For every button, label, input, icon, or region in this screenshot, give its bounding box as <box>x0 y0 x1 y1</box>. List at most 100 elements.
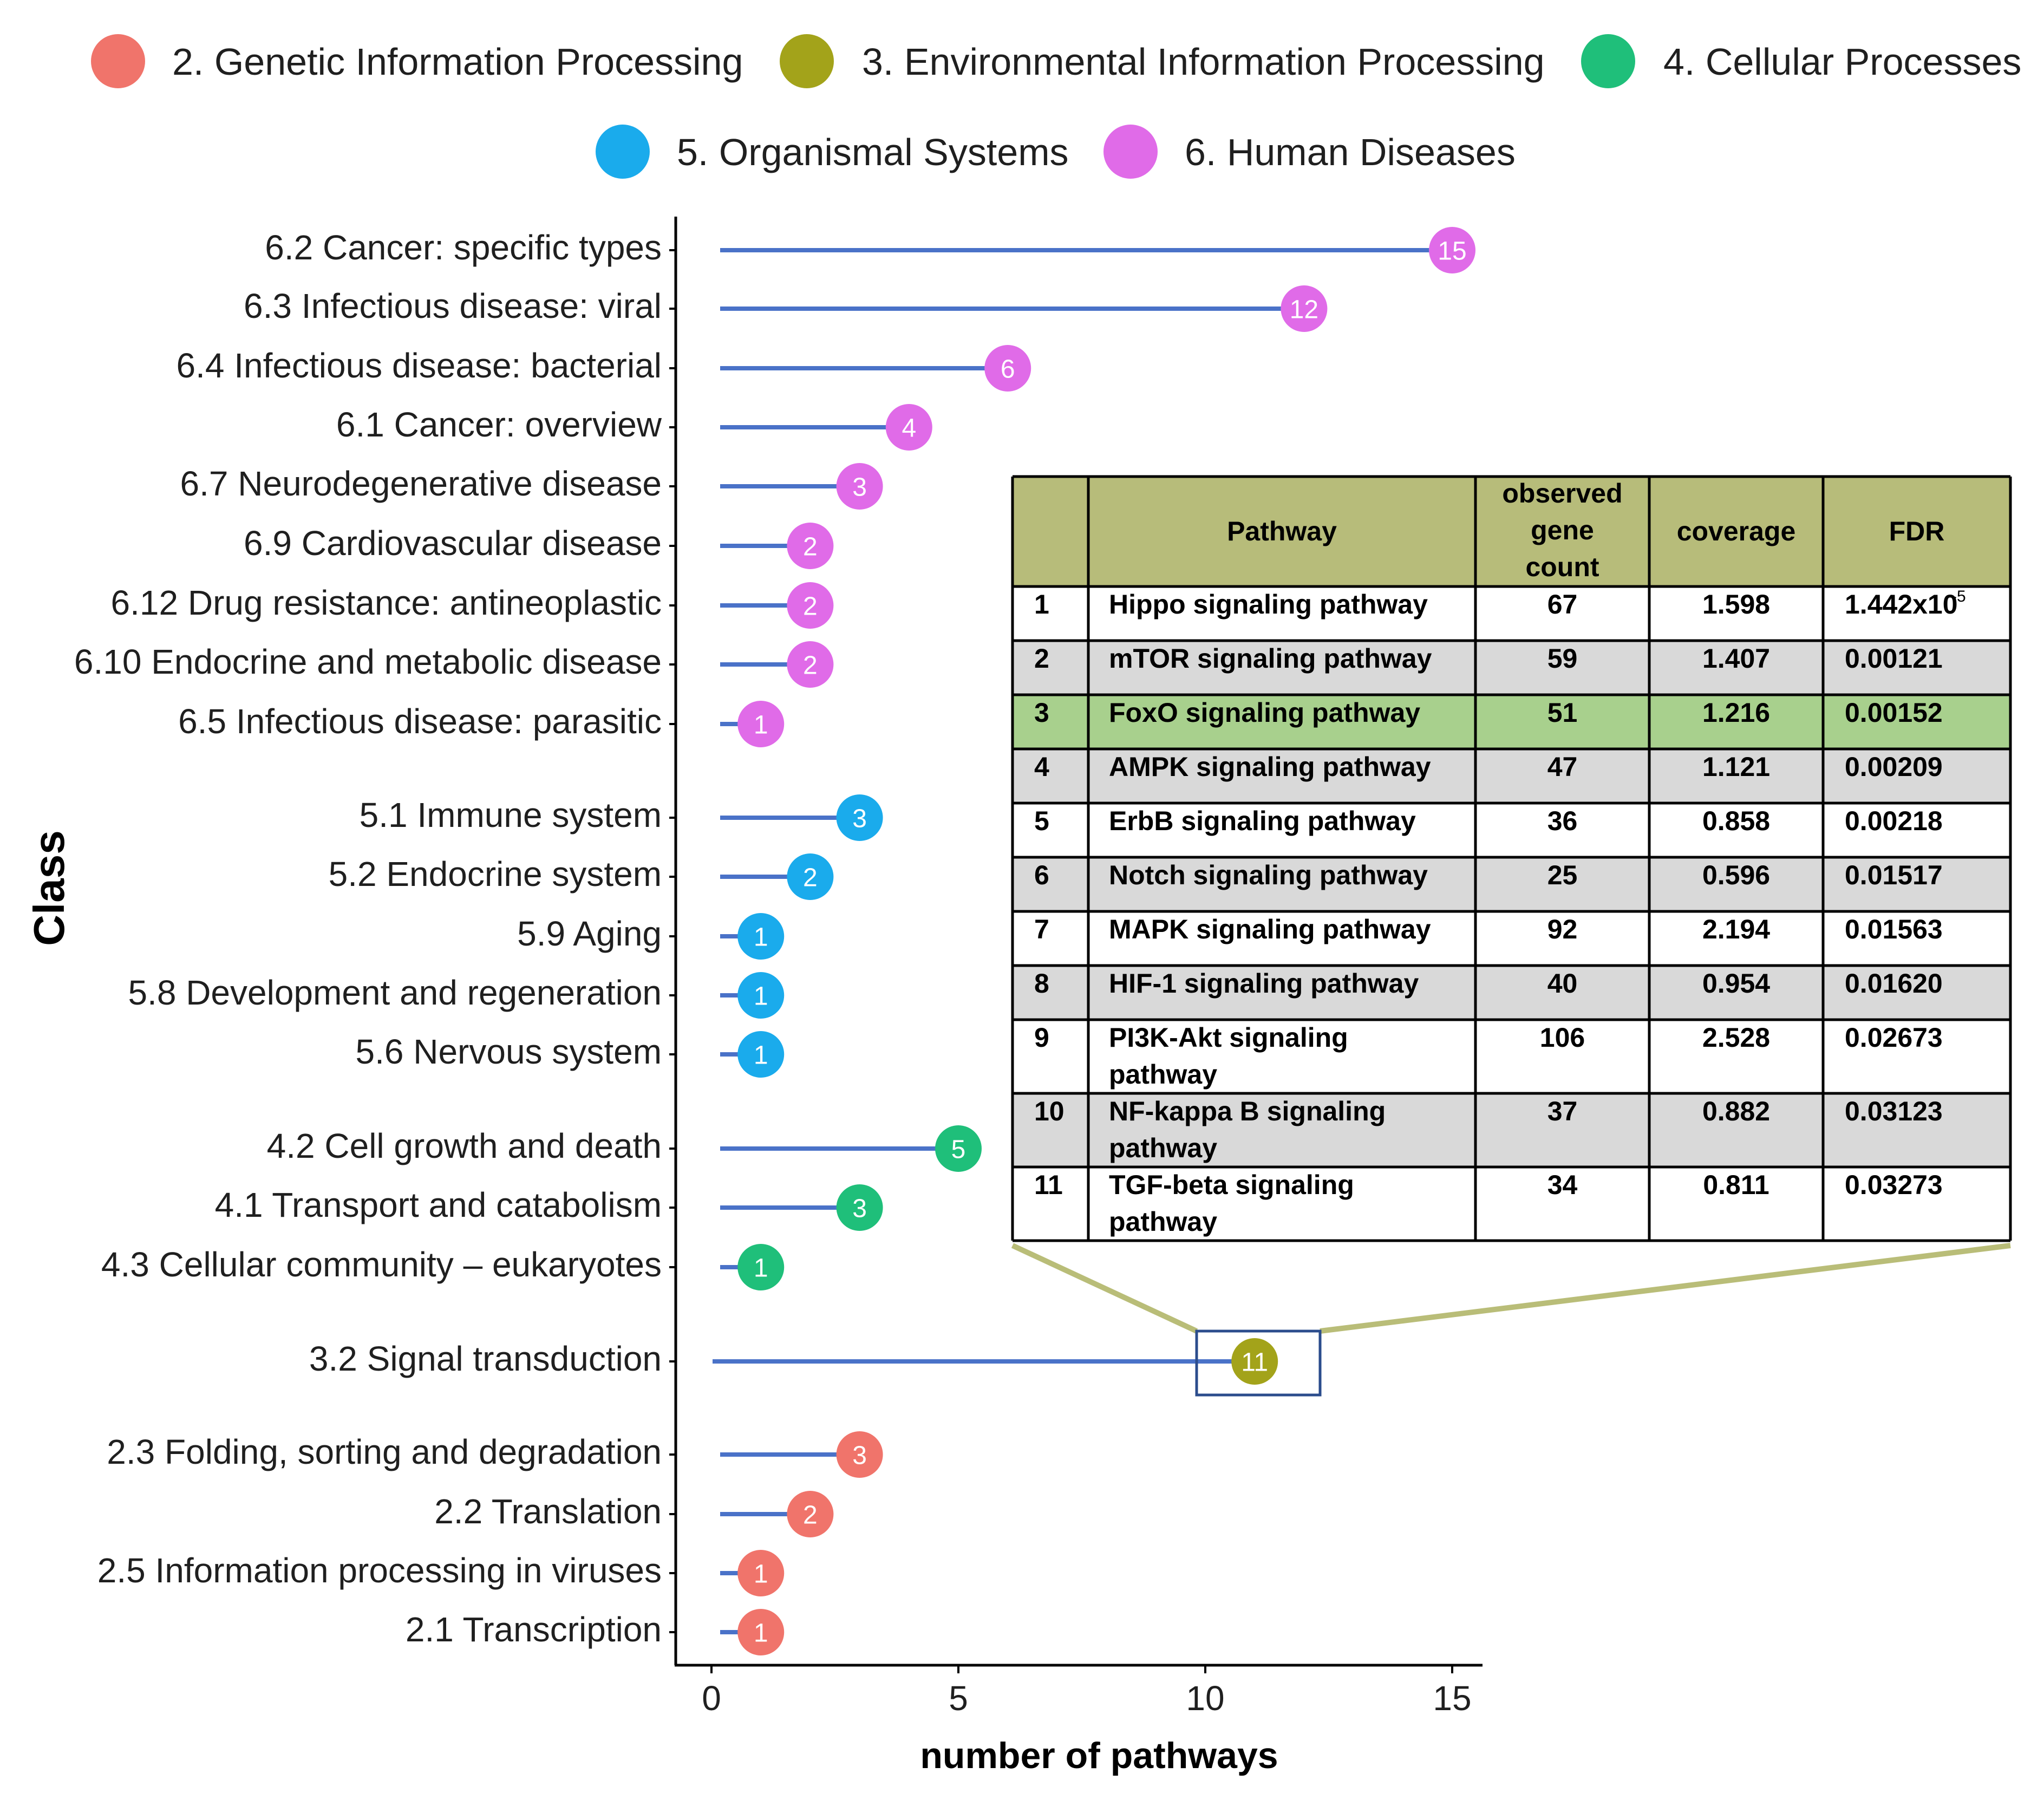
table-cell-index: 7 <box>1034 914 1049 944</box>
table-cell-count: 47 <box>1547 752 1578 782</box>
x-tick-label: 5 <box>949 1679 968 1718</box>
category-label: 6.1 Cancer: overview <box>336 405 662 444</box>
category-label: 4.1 Transport and catabolism <box>215 1185 662 1224</box>
table-cell-coverage: 1.216 <box>1702 697 1770 728</box>
table-cell-count: 51 <box>1547 697 1578 728</box>
lollipop-value-label: 2 <box>803 864 818 892</box>
table-header-pathway: Pathway <box>1227 516 1337 546</box>
legend-label-environmental: 3. Environmental Information Processing <box>862 41 1545 83</box>
category-label: 2.1 Transcription <box>406 1610 662 1649</box>
table-cell-fdr: 0.01517 <box>1845 860 1943 890</box>
category-label: 4.3 Cellular community – eukaryotes <box>101 1245 662 1284</box>
table-cell-pathway: pathway <box>1109 1059 1217 1090</box>
lollipop-plot: 6.2 Cancer: specific types 6.3 Infectious… <box>25 217 1483 1776</box>
lollipop-dot <box>984 345 1031 392</box>
lollipop-dot <box>737 1550 785 1596</box>
table-cell-fdr: 0.00218 <box>1845 806 1943 836</box>
table-cell-pathway: AMPK signaling pathway <box>1109 752 1431 782</box>
table-cell-coverage: 0.882 <box>1702 1096 1770 1126</box>
table-cell-count: 34 <box>1547 1170 1578 1200</box>
zoom-connector <box>1011 1243 2011 1397</box>
x-axis-title: number of pathways <box>920 1735 1278 1776</box>
legend-marker-cellular <box>1581 34 1635 88</box>
lollipop-value-label: 1 <box>754 1619 768 1648</box>
lollipop-dot <box>737 701 785 747</box>
table-cell-coverage: 2.194 <box>1702 914 1770 944</box>
table-row-background <box>1013 586 2010 641</box>
table-cell-count: 92 <box>1547 914 1578 944</box>
table-row-background <box>1013 1093 2010 1167</box>
table-cell-coverage: 0.954 <box>1702 968 1770 999</box>
table-cell-count: 40 <box>1547 968 1578 999</box>
lollipop-value-label: 2 <box>803 1501 818 1530</box>
table-cell-coverage: 0.596 <box>1702 860 1770 890</box>
lollipop-value-label: 5 <box>951 1136 966 1164</box>
legend-marker-disease <box>1103 125 1158 179</box>
table-cell-index: 6 <box>1034 860 1049 890</box>
y-axis-title: Class <box>25 830 73 946</box>
table-cell-fdr: 0.01563 <box>1845 914 1943 944</box>
table-header-background <box>1013 477 2010 586</box>
table-cell-fdr-exponent: -5 <box>1951 588 1966 605</box>
lollipop-value-label: 1 <box>754 923 768 952</box>
table-cell-pathway: HIF-1 signaling pathway <box>1109 968 1419 999</box>
table-cell-coverage: 1.407 <box>1702 643 1770 674</box>
category-label: 2.3 Folding, sorting and degradation <box>107 1432 662 1471</box>
x-tick-label: 10 <box>1186 1679 1224 1718</box>
lollipop-value-label: 2 <box>803 533 818 562</box>
table-cell-coverage: 1.598 <box>1702 589 1770 620</box>
table-header-count-line: observed <box>1502 478 1622 508</box>
x-tick-label: 0 <box>702 1679 721 1718</box>
table-cell-index: 10 <box>1034 1096 1065 1126</box>
lollipop-dot <box>787 641 834 688</box>
lollipop-dot <box>737 972 785 1019</box>
table-row-background <box>1013 1167 2010 1241</box>
category-label: 6.3 Infectious disease: viral <box>244 286 662 325</box>
lollipop-dot <box>836 1184 883 1231</box>
lollipop-value-label: 1 <box>754 982 768 1011</box>
lollipop-value-label: 4 <box>902 414 916 443</box>
lollipop-dot <box>836 1431 883 1478</box>
table-header-count-line: count <box>1525 552 1599 582</box>
legend-label-disease: 6. Human Diseases <box>1185 131 1516 173</box>
lollipop-dot <box>1281 285 1328 332</box>
lollipop-value-label: 15 <box>1438 237 1466 266</box>
table-cell-index: 3 <box>1034 697 1049 728</box>
category-label: 6.9 Cardiovascular disease <box>244 524 662 563</box>
table-row-background <box>1013 749 2010 803</box>
x-tick-label: 15 <box>1433 1679 1471 1718</box>
y-tick-labels: 6.2 Cancer: specific types 6.3 Infectious… <box>74 228 676 1649</box>
lollipop-value-label: 1 <box>754 1041 768 1070</box>
category-label: 3.2 Signal transduction <box>309 1339 662 1378</box>
zoom-line-left <box>1011 1243 1198 1334</box>
legend-marker-organismal <box>596 125 650 179</box>
x-tick-labels: 0 5 10 15 <box>702 1665 1472 1718</box>
table-cell-coverage: 0.811 <box>1703 1170 1769 1200</box>
table-cell-fdr: 1.442x10 <box>1845 589 1958 620</box>
table-cell-coverage: 2.528 <box>1702 1022 1770 1053</box>
table-cell-pathway: pathway <box>1109 1133 1217 1163</box>
table-cell-fdr: 0.00209 <box>1845 752 1943 782</box>
table-header-coverage: coverage <box>1677 516 1796 546</box>
table-cell-count: 67 <box>1547 589 1578 620</box>
table-cell-index: 1 <box>1034 589 1049 620</box>
table-row-background <box>1013 911 2010 966</box>
lollipop-value-label: 2 <box>803 592 818 621</box>
lollipop-dot <box>836 794 883 841</box>
table-cell-index: 9 <box>1034 1022 1049 1053</box>
category-label: 6.12 Drug resistance: antineoplastic <box>111 583 662 622</box>
table-cell-count: 59 <box>1547 643 1578 674</box>
legend: 2. Genetic Information Processing 3. Envi… <box>91 34 2021 179</box>
table-header-fdr: FDR <box>1889 516 1945 546</box>
table-cell-pathway: Notch signaling pathway <box>1109 860 1428 890</box>
table-cell-fdr: 0.01620 <box>1845 968 1943 999</box>
table-cell-count: 37 <box>1547 1096 1578 1126</box>
table-cell-fdr: 0.02673 <box>1845 1022 1943 1053</box>
legend-label-cellular: 4. Cellular Processes <box>1663 41 2021 83</box>
table-row-background <box>1013 966 2010 1020</box>
table-header-count-line: gene <box>1531 515 1594 545</box>
table-cell-index: 11 <box>1034 1170 1063 1200</box>
table-row-background <box>1013 803 2010 857</box>
